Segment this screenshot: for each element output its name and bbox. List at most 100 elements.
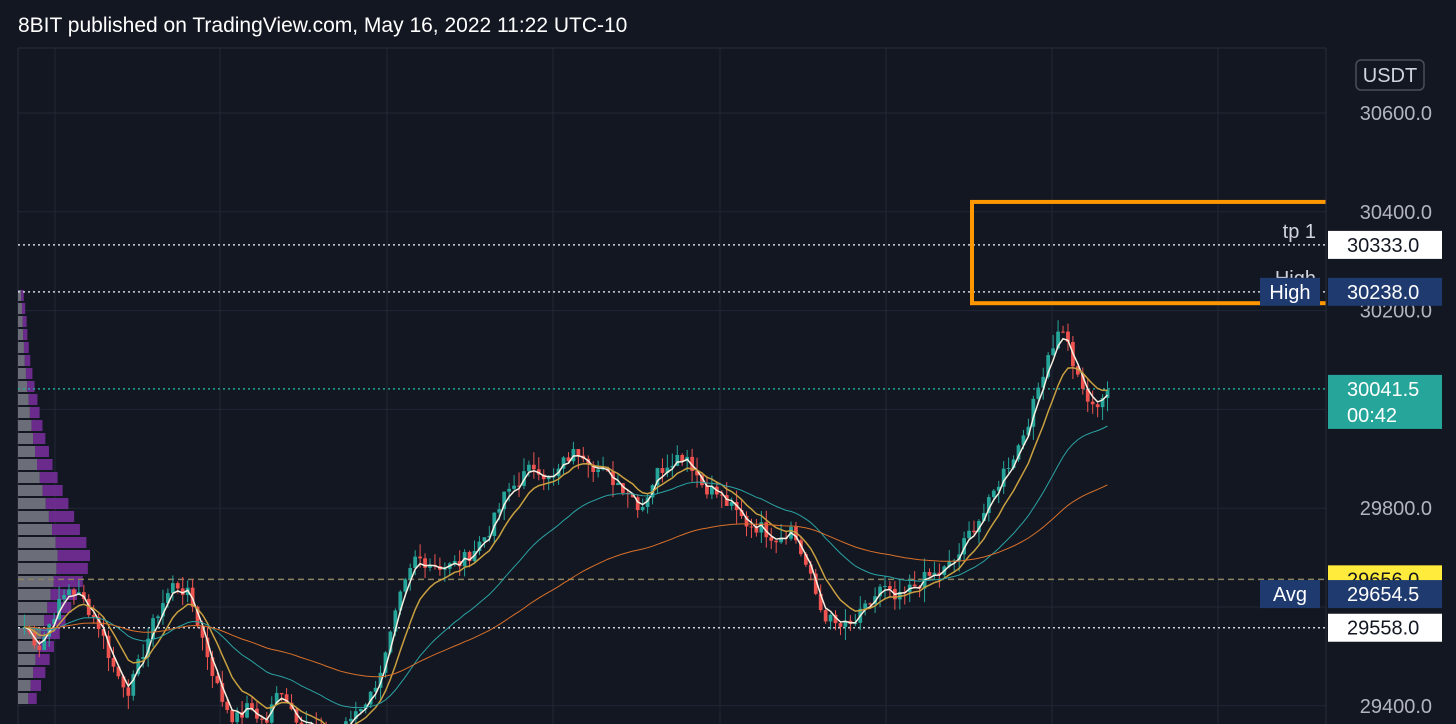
volume-profile-bar-value xyxy=(21,290,24,301)
volume-profile-bar-base xyxy=(18,290,22,301)
volume-profile-bar-base xyxy=(18,485,43,496)
candle-body xyxy=(195,606,200,627)
candle-body xyxy=(428,564,432,568)
candle-body xyxy=(695,471,699,476)
volume-profile-bar-base xyxy=(18,498,46,509)
candle-body xyxy=(482,537,487,542)
candle-body xyxy=(344,721,348,724)
candle-body xyxy=(764,522,769,538)
candle-body xyxy=(512,485,516,489)
candle-body xyxy=(363,704,368,709)
volume-profile-bar-base xyxy=(18,342,24,353)
candle-body xyxy=(151,618,155,639)
candle-body xyxy=(1026,426,1031,436)
price-axis-tick-label: 30200.0 xyxy=(1360,301,1432,323)
candle-body xyxy=(502,491,507,510)
candle-body xyxy=(813,573,818,594)
candle-body xyxy=(136,659,141,675)
candle-body xyxy=(403,579,408,592)
candle-body xyxy=(517,485,521,487)
candle-body xyxy=(210,657,215,677)
candle-body xyxy=(225,701,230,710)
candle-body xyxy=(205,637,210,658)
candle-body xyxy=(655,468,660,486)
candle-body xyxy=(413,556,418,569)
price-tag-name: High xyxy=(1269,282,1310,304)
volume-profile-bar-base xyxy=(18,589,51,600)
candle-body xyxy=(665,467,670,473)
volume-profile-bar-base xyxy=(18,563,57,574)
candle-body xyxy=(274,692,279,705)
price-tag xyxy=(1328,230,1442,259)
volume-profile-bar-value xyxy=(55,537,87,548)
candle-body xyxy=(57,598,61,620)
volume-profile-bar-value xyxy=(28,693,37,704)
candle-body xyxy=(640,507,645,511)
candle-body xyxy=(962,538,966,555)
candle-body xyxy=(161,603,165,617)
volume-profile-bar-base xyxy=(18,524,53,535)
price-tag xyxy=(1328,613,1442,642)
candle-body xyxy=(294,709,299,723)
publish-header: 8BIT published on TradingView.com, May 1… xyxy=(0,0,1456,48)
candle-body xyxy=(467,551,472,562)
candle-body xyxy=(358,708,363,712)
candle-body xyxy=(62,595,66,599)
candle-body xyxy=(457,560,462,567)
candle-body xyxy=(235,712,239,723)
volume-profile xyxy=(18,290,90,704)
publish-info-text: 8BIT published on TradingView.com, May 1… xyxy=(18,14,628,37)
candle-body xyxy=(175,583,180,589)
candle-body xyxy=(932,572,937,576)
candle-body xyxy=(1016,445,1021,460)
candle-body xyxy=(541,474,546,480)
candle-body xyxy=(368,691,373,705)
candle-body xyxy=(996,486,1001,491)
candle-body xyxy=(245,703,249,718)
candle-body xyxy=(116,666,121,677)
candle-body xyxy=(220,683,225,702)
candle-body xyxy=(927,571,932,576)
volume-profile-bar-base xyxy=(18,472,40,483)
candle-body xyxy=(724,495,729,506)
volume-profile-bar-base xyxy=(18,511,49,522)
volume-profile-bar-value xyxy=(52,524,80,535)
currency-badge[interactable]: USDT xyxy=(1355,59,1425,91)
candle-body xyxy=(986,497,991,514)
volume-profile-bar-base xyxy=(18,407,30,418)
candle-body xyxy=(982,513,986,521)
candle-body xyxy=(660,468,665,473)
candle-body xyxy=(388,631,393,653)
candle-body xyxy=(264,719,269,723)
candle-body xyxy=(878,586,882,597)
candle-body xyxy=(259,718,264,720)
candle-body xyxy=(215,676,220,684)
volume-profile-bar-value xyxy=(31,420,43,431)
countdown-text: 00:42 xyxy=(1347,405,1397,427)
candle-body xyxy=(823,610,828,622)
volume-profile-bar-base xyxy=(18,368,26,379)
candle-body xyxy=(230,709,235,723)
volume-profile-bar-base xyxy=(18,394,29,405)
candle-body xyxy=(200,626,205,638)
volume-profile-bar-value xyxy=(33,667,46,678)
volume-profile-bar-value xyxy=(35,654,50,665)
currency-label: USDT xyxy=(1363,65,1417,87)
volume-profile-bar-value xyxy=(45,498,69,509)
volume-profile-bar-base xyxy=(18,420,32,431)
candle-body xyxy=(81,592,86,599)
candle-body xyxy=(972,530,976,533)
volume-profile-bar-value xyxy=(25,368,33,379)
candle-body xyxy=(794,526,798,541)
candle-body xyxy=(126,687,131,696)
ema-fast-line xyxy=(24,337,1109,724)
candle-body xyxy=(1080,374,1085,389)
ema-slow-line xyxy=(24,425,1108,709)
volume-profile-bar-value xyxy=(22,316,27,327)
candle-body xyxy=(1011,459,1016,469)
candle-body xyxy=(967,530,971,539)
volume-profile-bar-base xyxy=(18,329,24,340)
candle-body xyxy=(477,541,482,552)
ema-mid-line xyxy=(24,366,1108,724)
